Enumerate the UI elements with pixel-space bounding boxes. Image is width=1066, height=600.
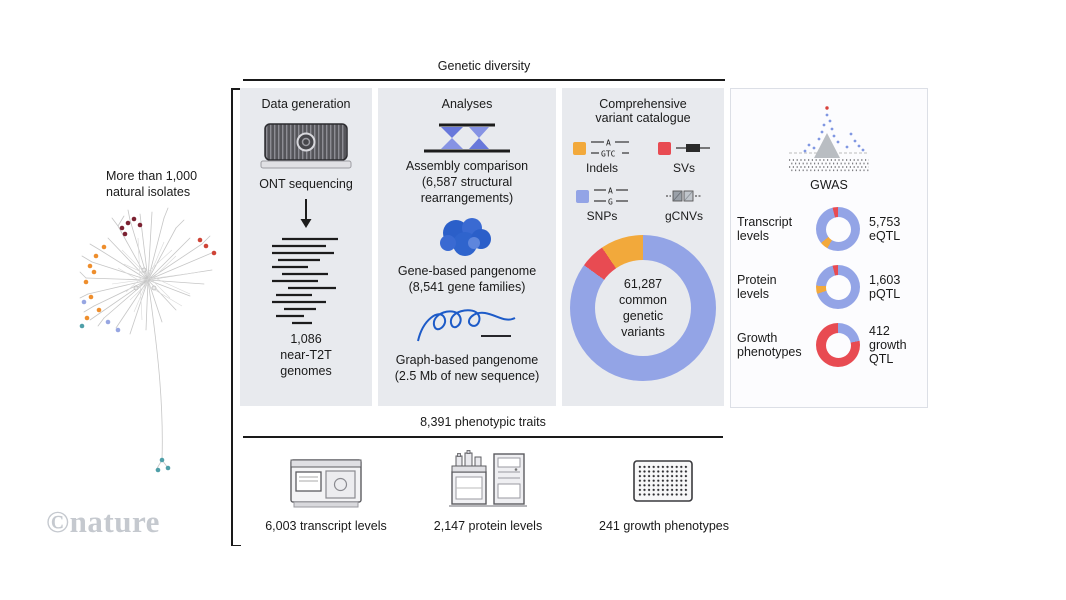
variant-donut-center-label: 61,287 common genetic variants [619,277,667,339]
gwas-title: GWAS [810,178,848,192]
svs-color-chip [658,141,671,155]
panel-gwas: GWAS Transcript levels 5,753 eQTL Protei… [730,88,928,408]
tree-isolate-dots [79,216,217,473]
section-bracket-line [231,88,233,546]
pqtl-value: 1,603 pQTL [869,273,901,301]
genomes-label: 1,086 near-T2T genomes [280,332,332,378]
assembled-contigs-icon [272,237,338,325]
snps-label: SNPs [586,209,618,223]
microplate-icon [633,460,693,502]
indel-alignment-icon: A GTC [591,139,629,159]
pqtl-donut-chart [816,265,860,309]
graph-pangenome-label: Graph-based pangenome (2.5 Mb of new seq… [394,353,540,383]
growth-phenotypes-label: Growth phenotypes [737,331,802,359]
graph-pangenome-icon [417,309,516,342]
gcnvs-label: gCNVs [664,209,703,223]
variant-donut-hole [595,260,691,356]
variant-legend: A GTC Indels SVs [564,137,722,223]
panel-analyses: Analyses Assembly comparison (6,587 stru… [378,88,556,406]
phenotypic-traits-rule [243,436,723,438]
gwas-manhattan-plot-icon [789,106,869,172]
legend-item-indels: A GTC Indels [573,137,631,175]
gene-pangenome-label: Gene-based pangenome (8,541 gene familie… [397,264,537,294]
transcriptomics-instrument-icon [290,459,362,508]
genetic-diversity-heading: Genetic diversity [437,59,531,73]
protein-levels-label: Protein levels [737,273,777,301]
isolates-label: More than 1,000 natural isolates [106,169,198,199]
eqtl-donut-chart [816,207,860,251]
data-generation-title: Data generation [261,97,351,111]
variant-catalogue-title: Comprehensive variant catalogue [595,97,691,125]
legend-item-svs: SVs [658,137,710,175]
protein-levels-count-label: 2,147 protein levels [433,519,543,533]
phylogenetic-tree-graphic [79,207,217,473]
legend-item-snps: A G SNPs [576,185,628,223]
down-arrow-icon [300,199,312,228]
legend-item-gcnvs: gCNVs [665,185,703,223]
indels-color-chip [573,141,586,155]
gcnv-icon [665,190,702,202]
svs-label: SVs [672,161,695,175]
transcript-levels-label: Transcript levels [737,215,793,243]
gwas-row-growth: Growth phenotypes 412 growth QTL [731,323,927,367]
gwas-top-hit-dot [825,106,829,110]
svg-text:G: G [608,198,613,207]
growth-qtl-donut-chart [816,323,860,367]
sv-icon [676,144,710,152]
phenotypic-traits-heading: 8,391 phenotypic traits [420,415,546,429]
eqtl-value: 5,753 eQTL [869,215,901,243]
section-bracket-tick-top [231,88,241,90]
variant-donut-chart: 61,287 common genetic variants [570,235,716,381]
indels-label: Indels [585,161,619,175]
proteomics-instrument-icon [449,450,527,507]
growth-qtl-value: 412 growth QTL [869,324,907,366]
assembly-comparison-label: Assembly comparison (6,587 structural re… [405,159,529,205]
snp-alignment-icon: A G [594,187,628,207]
panel-variant-catalogue: Comprehensive variant catalogue A GTC In… [562,88,724,406]
nature-logo: ©nature [46,504,160,539]
assembly-comparison-icon [424,123,510,153]
gwas-row-transcript: Transcript levels 5,753 eQTL [731,207,927,251]
analyses-title: Analyses [441,97,493,111]
snps-color-chip [576,189,589,203]
svg-text:A: A [608,187,613,196]
svg-text:A: A [606,139,611,148]
genetic-diversity-rule [243,79,725,81]
ont-sequencer-icon [260,123,352,169]
panel-data-generation: Data generation ONT sequencing 1,086 nea… [240,88,372,406]
transcript-levels-count-label: 6,003 transcript levels [265,519,387,533]
gene-pangenome-blob-icon [440,218,491,256]
section-bracket-tick-bottom [231,544,241,546]
growth-phenotypes-count-label: 241 growth phenotypes [599,519,729,533]
gwas-row-protein: Protein levels 1,603 pQTL [731,265,927,309]
ont-sequencing-label: ONT sequencing [259,177,353,191]
svg-text:GTC: GTC [601,150,616,159]
